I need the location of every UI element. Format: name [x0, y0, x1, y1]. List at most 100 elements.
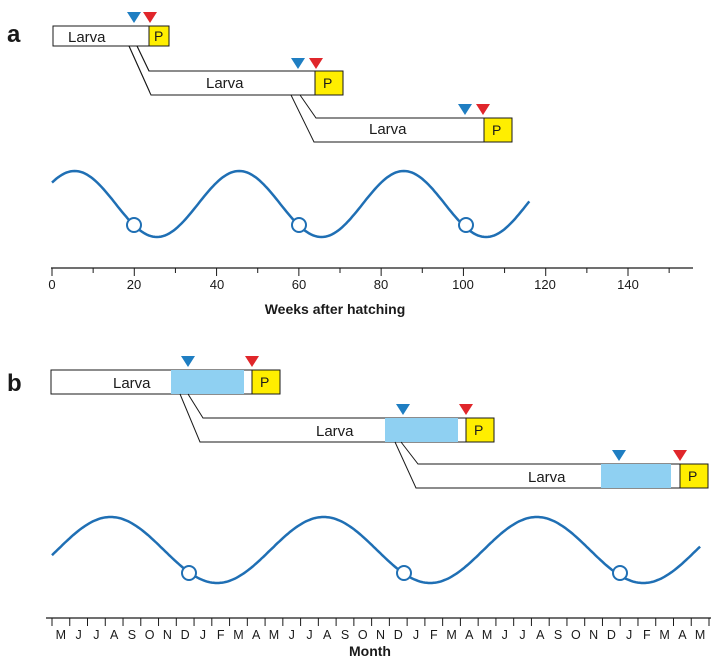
month-label: M — [269, 628, 279, 642]
pupa-box — [314, 70, 344, 96]
panel-a-generation-3: Larva P — [290, 94, 513, 143]
panel-b-generation-2: Larva P — [316, 404, 495, 443]
month-label: F — [430, 628, 438, 642]
blue-triangle-marker — [291, 58, 305, 69]
red-triangle-marker — [673, 450, 687, 461]
red-triangle-marker — [245, 356, 259, 367]
larva-label: Larva — [206, 75, 244, 92]
month-label: A — [252, 628, 261, 642]
month-label: D — [607, 628, 616, 642]
month-label: O — [145, 628, 155, 642]
red-triangle-marker — [309, 58, 323, 69]
pupa-box — [679, 463, 709, 489]
panel-b: Larva P Larva P Larva P — [50, 356, 709, 489]
panel-b-label: b — [7, 370, 22, 397]
tick-label: 0 — [48, 277, 55, 292]
pupa-box — [483, 117, 513, 143]
tick-label: 120 — [534, 277, 556, 292]
month-label: N — [163, 628, 172, 642]
month-label: O — [571, 628, 581, 642]
tick-label: 20 — [127, 277, 141, 292]
tick-label: 60 — [292, 277, 306, 292]
month-label: M — [233, 628, 243, 642]
pupa-label: P — [492, 122, 501, 138]
panel-b-generation-3: Larva P — [528, 450, 709, 489]
shaded-period — [601, 464, 671, 488]
pupa-label: P — [260, 374, 269, 390]
larva-label: Larva — [369, 121, 407, 138]
pupa-label: P — [154, 28, 163, 44]
month-label: M — [446, 628, 456, 642]
month-label: M — [482, 628, 492, 642]
connector-line — [187, 393, 466, 419]
blue-triangle-marker — [181, 356, 195, 367]
month-label: A — [536, 628, 545, 642]
wave-marker-circle — [126, 217, 142, 233]
red-triangle-marker — [459, 404, 473, 415]
larva-label: Larva — [528, 469, 566, 486]
month-label: J — [289, 628, 295, 642]
tick-label: 100 — [452, 277, 474, 292]
connector-line — [179, 393, 466, 443]
month-label: J — [519, 628, 525, 642]
red-triangle-marker — [143, 12, 157, 23]
wave-marker-circle — [396, 565, 412, 581]
connector-line — [136, 45, 296, 72]
connector-line — [394, 441, 680, 489]
pupa-box — [148, 25, 170, 47]
month-label: J — [413, 628, 419, 642]
month-label: J — [93, 628, 99, 642]
month-label: F — [217, 628, 225, 642]
connector-line — [299, 94, 484, 119]
month-label: S — [341, 628, 349, 642]
month-label: D — [394, 628, 403, 642]
month-label: S — [554, 628, 562, 642]
seasonal-wave-line — [51, 515, 701, 585]
shaded-period — [171, 370, 244, 394]
pupa-label: P — [474, 422, 483, 438]
connector-line — [400, 441, 680, 465]
blue-triangle-marker — [396, 404, 410, 415]
month-label: D — [181, 628, 190, 642]
month-label: O — [358, 628, 368, 642]
panel-a-axis: 0 20 40 60 80 100 120 140 Weeks after ha… — [48, 267, 693, 317]
tick-label: 40 — [210, 277, 224, 292]
red-triangle-marker — [476, 104, 490, 115]
blue-triangle-marker — [612, 450, 626, 461]
seasonal-wave-line — [51, 169, 531, 239]
tick-label: 80 — [374, 277, 388, 292]
connector-line — [290, 94, 484, 143]
pupa-box — [251, 369, 281, 395]
pupa-label: P — [688, 468, 697, 484]
month-label: N — [589, 628, 598, 642]
month-label: M — [695, 628, 705, 642]
axis-title: Month — [349, 643, 391, 659]
wave-marker-circle — [181, 565, 197, 581]
wave-marker-circle — [458, 217, 474, 233]
panel-a-generation-1: Larva P — [52, 12, 170, 47]
month-label: M — [56, 628, 66, 642]
pupa-label: P — [323, 75, 332, 91]
larva-label: Larva — [68, 29, 106, 46]
month-label: S — [128, 628, 136, 642]
month-label: A — [323, 628, 332, 642]
month-label: J — [626, 628, 632, 642]
month-label: J — [306, 628, 312, 642]
panel-a-label: a — [7, 21, 21, 48]
larva-label: Larva — [316, 423, 354, 440]
month-label: A — [110, 628, 119, 642]
month-label: J — [502, 628, 508, 642]
month-label: J — [76, 628, 82, 642]
month-label: A — [465, 628, 474, 642]
wave-marker-circle — [612, 565, 628, 581]
blue-triangle-marker — [458, 104, 472, 115]
wave-marker-circle — [291, 217, 307, 233]
month-label: F — [643, 628, 651, 642]
month-label: J — [200, 628, 206, 642]
panel-a-generation-2-clean: Larva P — [128, 45, 470, 98]
tick-label: 140 — [617, 277, 639, 292]
month-label: M — [659, 628, 669, 642]
axis-title: Weeks after hatching — [265, 301, 406, 317]
